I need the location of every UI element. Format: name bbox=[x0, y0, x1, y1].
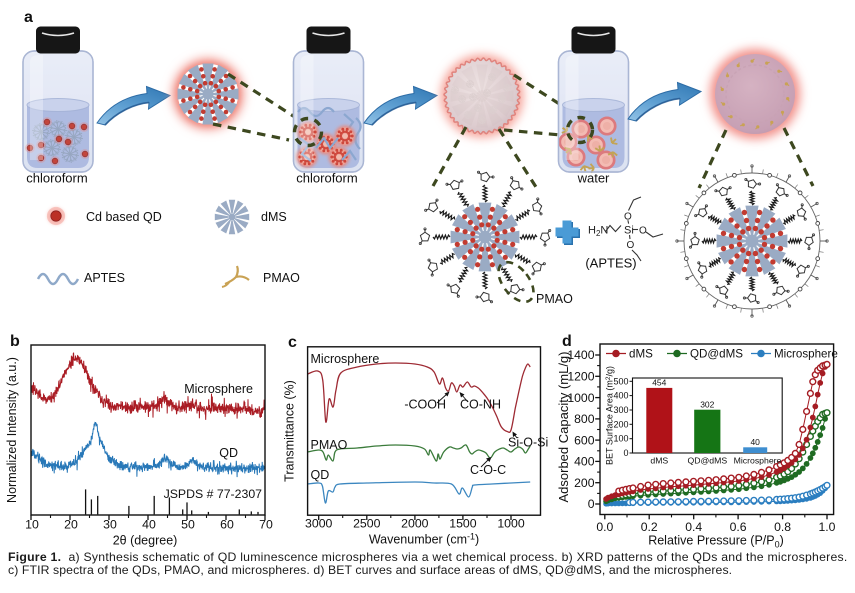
svg-text:200: 200 bbox=[613, 419, 628, 429]
svg-text:chloroform: chloroform bbox=[296, 171, 357, 186]
svg-text:Microsphere: Microsphere bbox=[184, 382, 253, 396]
svg-text:(APTES): (APTES) bbox=[585, 256, 636, 271]
svg-text:1200: 1200 bbox=[567, 369, 594, 383]
svg-text:0.2: 0.2 bbox=[641, 520, 658, 534]
svg-text:dMS: dMS bbox=[261, 210, 287, 224]
svg-text:40: 40 bbox=[142, 517, 156, 531]
svg-text:Microsphere: Microsphere bbox=[774, 348, 838, 361]
svg-text:40: 40 bbox=[750, 437, 760, 447]
svg-text:O: O bbox=[624, 212, 632, 223]
svg-text:60: 60 bbox=[220, 517, 234, 531]
svg-text:300: 300 bbox=[613, 405, 628, 415]
svg-text:C-O-C: C-O-C bbox=[470, 463, 506, 477]
svg-text:c: c bbox=[288, 334, 297, 351]
svg-text:CO-NH: CO-NH bbox=[460, 398, 501, 412]
svg-text:1000: 1000 bbox=[497, 517, 525, 531]
svg-text:QD@dMS: QD@dMS bbox=[690, 348, 743, 361]
svg-text:0.8: 0.8 bbox=[774, 520, 791, 534]
svg-text:dMS: dMS bbox=[650, 455, 668, 465]
svg-text:0.6: 0.6 bbox=[730, 520, 747, 534]
svg-text:water: water bbox=[577, 171, 610, 186]
svg-text:Wavenumber (cm-1): Wavenumber (cm-1) bbox=[369, 532, 479, 547]
svg-text:70: 70 bbox=[259, 517, 273, 531]
svg-text:d: d bbox=[562, 333, 572, 350]
svg-text:Microsphere: Microsphere bbox=[734, 455, 782, 465]
svg-text:a: a bbox=[24, 9, 33, 26]
svg-text:1400: 1400 bbox=[567, 348, 594, 362]
svg-text:JSPDS # 77-2307: JSPDS # 77-2307 bbox=[164, 487, 263, 501]
svg-text:1000: 1000 bbox=[567, 391, 594, 405]
svg-text:200: 200 bbox=[574, 476, 595, 490]
svg-text:b: b bbox=[10, 333, 20, 350]
svg-text:PMAO: PMAO bbox=[536, 292, 573, 306]
svg-text:2θ (degree): 2θ (degree) bbox=[113, 534, 178, 548]
svg-text:BET Surface Area (m2/g): BET Surface Area (m2/g) bbox=[605, 366, 615, 465]
svg-text:2500: 2500 bbox=[353, 517, 381, 531]
svg-text:20: 20 bbox=[64, 517, 78, 531]
svg-text:30: 30 bbox=[103, 517, 117, 531]
svg-text:Si-O-Si: Si-O-Si bbox=[508, 436, 548, 450]
svg-text:600: 600 bbox=[574, 433, 595, 447]
svg-text:500: 500 bbox=[613, 376, 628, 386]
svg-text:dMS: dMS bbox=[629, 348, 653, 361]
svg-text:Relative Pressure (P/P0): Relative Pressure (P/P0) bbox=[648, 534, 784, 550]
svg-text:0.0: 0.0 bbox=[596, 520, 613, 534]
svg-text:PMAO: PMAO bbox=[311, 438, 348, 452]
svg-text:100: 100 bbox=[613, 434, 628, 444]
svg-text:10: 10 bbox=[25, 517, 39, 531]
svg-text:400: 400 bbox=[574, 455, 595, 469]
svg-text:800: 800 bbox=[574, 412, 595, 426]
svg-text:Transmittance (%): Transmittance (%) bbox=[283, 380, 297, 482]
svg-text:-COOH: -COOH bbox=[404, 398, 446, 412]
svg-text:400: 400 bbox=[613, 391, 628, 401]
svg-text:454: 454 bbox=[652, 378, 666, 388]
svg-text:1500: 1500 bbox=[449, 517, 477, 531]
svg-text:H2N: H2N bbox=[588, 225, 608, 239]
svg-text:Cd based QD: Cd based QD bbox=[86, 210, 162, 224]
svg-text:0.4: 0.4 bbox=[685, 520, 702, 534]
svg-text:1.0: 1.0 bbox=[819, 520, 836, 534]
svg-text:APTES: APTES bbox=[84, 271, 125, 285]
svg-text:Si: Si bbox=[624, 225, 634, 237]
svg-text:QD@dMS: QD@dMS bbox=[687, 455, 727, 465]
svg-text:Normalized Intensity (a.u.): Normalized Intensity (a.u.) bbox=[5, 357, 19, 503]
svg-text:PMAO: PMAO bbox=[263, 271, 300, 285]
svg-text:chloroform: chloroform bbox=[26, 171, 87, 186]
svg-text:3000: 3000 bbox=[305, 517, 333, 531]
svg-text:Adsorbed Capacity (mL/g): Adsorbed Capacity (mL/g) bbox=[556, 351, 571, 502]
svg-text:Microsphere: Microsphere bbox=[311, 352, 380, 366]
svg-text:0: 0 bbox=[623, 448, 628, 458]
svg-text:QD: QD bbox=[219, 446, 238, 460]
svg-text:50: 50 bbox=[181, 517, 195, 531]
svg-text:2000: 2000 bbox=[401, 517, 429, 531]
svg-text:0: 0 bbox=[588, 497, 595, 511]
svg-text:QD: QD bbox=[311, 468, 330, 482]
svg-text:O: O bbox=[627, 240, 635, 251]
svg-text:302: 302 bbox=[700, 399, 714, 409]
svg-text:O: O bbox=[639, 226, 647, 237]
